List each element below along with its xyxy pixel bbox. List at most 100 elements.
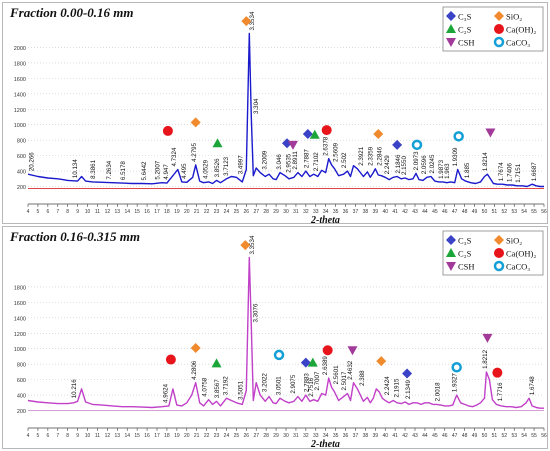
legend-label: SiO₂ [506,236,522,246]
x-tick-label: 16 [144,209,150,215]
y-tick-label: 1000 [14,347,26,353]
x-tick-label: 44 [422,209,428,215]
x-tick-label: 17 [154,209,160,215]
legend-box [442,230,544,276]
x-tick-label: 28 [263,209,269,215]
legend-label: SiO₂ [506,12,522,22]
peak-d-spacing-label: 6.5178 [120,161,127,180]
x-tick-label: 15 [134,209,140,215]
x-tick-label: 19 [174,209,180,215]
legend-label: CSH [458,38,475,48]
x-tick-label: 4 [27,209,30,215]
x-tick-label: 22 [204,433,210,439]
peak-d-spacing-label: 2.0596 [421,155,428,174]
legend-marker-circle [494,24,504,34]
peak-d-spacing-label: 4.2806 [191,360,198,379]
peak-d-spacing-label: 4.7324 [171,147,178,166]
phase-marker-circle [165,354,176,365]
x-tick-label: 13 [115,433,121,439]
x-tick-label: 32 [303,209,309,215]
legend-label: Ca(OH)₂ [506,249,536,259]
phase-marker-circle [492,367,503,378]
x-tick-label: 43 [412,209,418,215]
phase-marker-diamond [402,368,413,379]
xrd-panel-fraction-0.16-0.315: 200 400 600 800 1000 1200 1400 1600 1800 4 5 6 7 8 9 10… [2,226,548,449]
x-tick-label: 35 [333,433,339,439]
x-tick-label: 39 [373,209,379,215]
phase-marker-diamond [190,342,201,353]
peak-d-spacing-label: 1.7406 [507,163,514,182]
xrd-panel-fraction-0-0.16: 200 400 600 800 1000 1200 1400 1600 1800 2000 4 5 6 7… [2,2,548,224]
phase-marker-ring [451,362,462,373]
x-tick-label: 35 [333,209,339,215]
x-tick-label: 29 [273,433,279,439]
x-tick-label: 29 [273,209,279,215]
peak-d-spacing-label: 2.5601 [333,365,340,384]
x-axis-label: 2-theta [310,439,340,449]
peak-d-spacing-label: 10.134 [72,159,79,178]
y-tick-label: 400 [17,394,26,400]
peak-d-spacing-label: 2.0018 [434,382,441,401]
peak-d-spacing-label: 2.1915 [394,378,401,397]
y-tick-label: 400 [17,170,26,176]
x-tick-label: 23 [214,433,220,439]
phase-marker-diamond [373,129,384,139]
phase-marker-triangle [212,138,223,148]
x-tick-label: 17 [154,433,160,439]
phase-marker-inverted-triangle [482,333,493,343]
x-tick-label: 37 [353,433,359,439]
legend-marker-diamond [446,11,456,21]
peak-d-spacing-label: 8.3861 [90,159,97,178]
peak-d-spacing-label: 2.2429 [384,155,391,174]
x-tick-label: 25 [234,433,240,439]
peak-d-spacing-label: 2.1349 [405,380,412,399]
legend-label: Ca(OH)₂ [506,25,536,35]
x-tick-label: 8 [66,209,69,215]
legend-label: C₃S [458,236,472,246]
x-tick-label: 15 [134,433,140,439]
peak-d-spacing-label: 4.0529 [203,159,210,178]
peak-d-spacing-label: 2.7516 [308,377,315,396]
y-tick-label: 1800 [14,285,26,291]
peak-d-spacing-label: 2.9075 [290,374,297,393]
peak-d-spacing-label: 4.9624 [163,383,170,402]
peak-d-spacing-label: 3.304 [253,98,260,114]
phase-marker-inverted-triangle [485,128,496,138]
peak-d-spacing-label: 2.502 [341,152,348,168]
x-tick-label: 41 [392,433,398,439]
peak-d-spacing-label: 3.2022 [262,373,269,392]
x-tick-label: 14 [124,209,130,215]
phase-marker-diamond [240,240,251,251]
x-tick-label: 7 [56,433,59,439]
phase-marker-diamond [302,129,313,139]
peak-d-spacing-label: 3.8526 [214,158,221,177]
x-tick-label: 12 [105,433,111,439]
peak-d-spacing-label: 2.3359 [367,146,374,165]
x-tick-label: 19 [174,433,180,439]
peak-d-spacing-label: 2.9535 [285,153,292,172]
peak-d-spacing-label: 2.2424 [384,376,391,395]
peak-d-spacing-label: 2.388 [359,370,366,386]
peak-d-spacing-label: 3.7192 [223,376,230,395]
x-tick-label: 32 [303,433,309,439]
peak-d-spacing-label: 2.7007 [314,371,321,390]
x-tick-label: 45 [432,433,438,439]
x-tick-label: 20 [184,209,190,215]
legend-marker-circle [494,248,504,258]
peak-d-spacing-label: 1.9873 [438,159,445,178]
x-tick-label: 46 [442,433,448,439]
x-tick-label: 5 [37,209,40,215]
x-tick-label: 56 [541,209,547,215]
legend-marker-diamond [494,11,504,21]
x-tick-label: 51 [492,433,498,439]
x-tick-label: 7 [56,209,59,215]
x-tick-label: 21 [194,433,200,439]
x-tick-label: 38 [363,433,369,439]
phase-marker-triangle [211,358,222,368]
legend-label: C₃S [458,12,472,22]
peak-d-spacing-label: 10.216 [71,379,78,398]
phase-marker-diamond [392,139,403,150]
peak-d-spacing-label: 5.6442 [141,161,148,180]
peak-d-spacing-label: 2.5609 [333,142,340,161]
legend-marker-diamond [494,235,504,245]
